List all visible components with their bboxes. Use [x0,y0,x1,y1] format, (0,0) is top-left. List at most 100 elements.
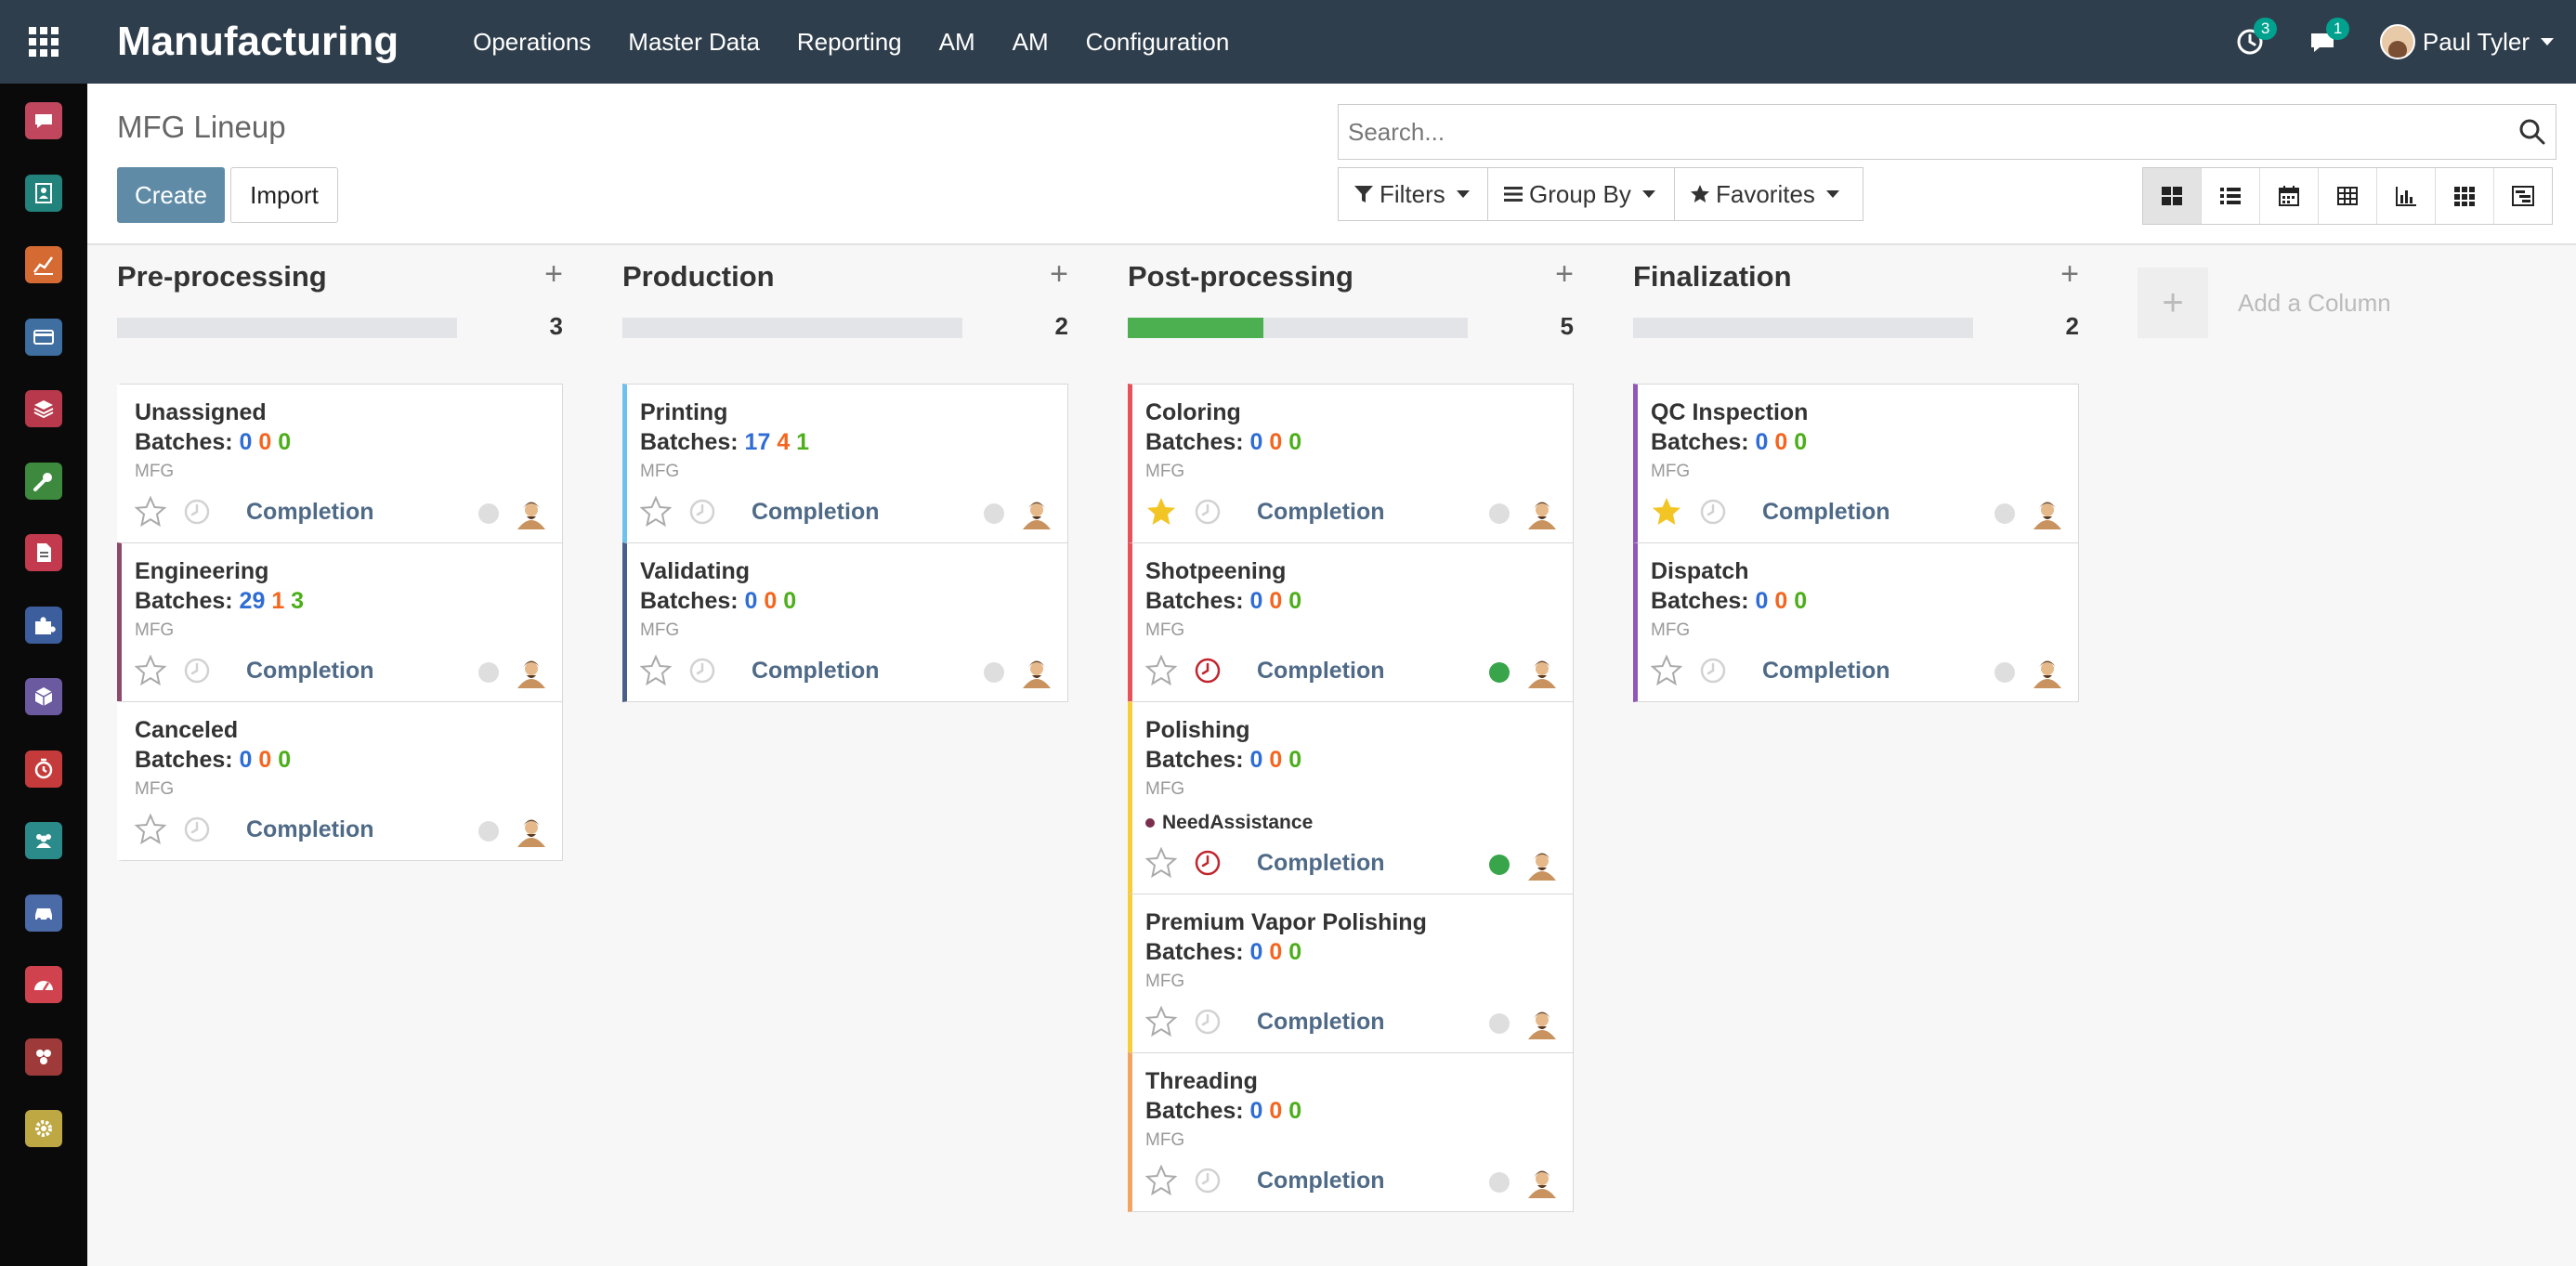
kanban-card[interactable]: QC Inspection Batches: 0 0 0 MFG Completion [1633,384,2079,543]
status-dot[interactable] [478,503,499,524]
column-title[interactable]: Post-processing [1128,260,1353,293]
kanban-card[interactable]: Dispatch Batches: 0 0 0 MFG Completion [1633,542,2079,702]
kanban-card[interactable]: Printing Batches: 17 4 1 MFG Completion [622,384,1068,543]
batches-done[interactable]: 0 [1288,588,1302,614]
star-outline-icon[interactable] [1145,1165,1177,1196]
batches-done[interactable]: 0 [1288,747,1302,773]
batches-ready[interactable]: 0 [1249,429,1263,455]
status-dot[interactable] [1994,662,2015,683]
menu-am-1[interactable]: AM [938,27,975,56]
column-title[interactable]: Pre-processing [117,260,327,293]
batches-waiting[interactable]: 0 [258,429,272,455]
batches-ready[interactable]: 0 [1249,1098,1263,1124]
clock-icon[interactable] [183,816,211,843]
status-dot[interactable] [478,821,499,842]
grid-view-button[interactable] [2436,168,2494,224]
batches-ready[interactable]: 29 [239,588,266,614]
kanban-card[interactable]: Unassigned Batches: 0 0 0 MFG Completion [117,384,563,543]
batches-done[interactable]: 0 [1794,429,1808,455]
status-dot[interactable] [984,662,1004,683]
kanban-card[interactable]: Polishing Batches: 0 0 0 MFG NeedAssistance… [1128,701,1574,894]
batches-ready[interactable]: 0 [1249,747,1263,773]
batches-waiting[interactable]: 4 [777,429,791,455]
column-progress-bar[interactable] [1128,318,1468,338]
batches-waiting[interactable]: 0 [1269,588,1283,614]
completion-link[interactable]: Completion [1257,1168,1385,1194]
status-dot[interactable] [1489,503,1510,524]
clock-icon[interactable] [1194,849,1222,877]
create-button[interactable]: Create [117,167,225,223]
batches-ready[interactable]: 0 [239,747,253,773]
quick-create-icon[interactable]: + [2060,256,2079,292]
completion-link[interactable]: Completion [1762,658,1890,684]
sidebar-app-settings[interactable] [25,1110,62,1147]
star-outline-icon[interactable] [1145,847,1177,879]
pivot-view-button[interactable] [2319,168,2377,224]
star-outline-icon[interactable] [640,655,672,686]
activity-button[interactable]: 3 [2235,18,2278,57]
completion-link[interactable]: Completion [246,499,374,525]
completion-link[interactable]: Completion [1762,499,1890,525]
clock-icon[interactable] [1194,1008,1222,1036]
app-title[interactable]: Manufacturing [117,19,399,64]
completion-link[interactable]: Completion [1257,658,1385,684]
sidebar-app-inventory[interactable] [25,390,62,427]
batches-waiting[interactable]: 0 [1269,1098,1283,1124]
kanban-card[interactable]: Threading Batches: 0 0 0 MFG Completion [1128,1052,1574,1212]
sidebar-app-invoicing[interactable] [25,318,62,356]
completion-link[interactable]: Completion [752,658,880,684]
column-progress-bar[interactable] [117,318,457,338]
sidebar-app-documents[interactable] [25,534,62,571]
messages-button[interactable]: 1 [2308,18,2350,57]
star-outline-icon[interactable] [1145,655,1177,686]
app-switcher-button[interactable] [0,0,87,84]
calendar-view-button[interactable] [2260,168,2319,224]
batches-ready[interactable]: 0 [744,588,758,614]
clock-icon[interactable] [688,498,716,526]
sidebar-app-dashboard[interactable] [25,966,62,1003]
batches-ready[interactable]: 0 [1755,588,1769,614]
list-view-button[interactable] [2202,168,2260,224]
star-outline-icon[interactable] [1651,655,1682,686]
status-dot[interactable] [1994,503,2015,524]
batches-done[interactable]: 0 [1288,429,1302,455]
batches-done[interactable]: 0 [1288,939,1302,965]
quick-create-icon[interactable]: + [1050,256,1068,292]
clock-icon[interactable] [688,657,716,685]
column-progress-bar[interactable] [622,318,962,338]
sidebar-app-crm[interactable] [25,246,62,283]
column-title[interactable]: Production [622,260,775,293]
status-dot[interactable] [984,503,1004,524]
quick-create-icon[interactable]: + [1555,256,1574,292]
kanban-card[interactable]: Coloring Batches: 0 0 0 MFG Completion [1128,384,1574,543]
completion-link[interactable]: Completion [1257,1009,1385,1035]
graph-view-button[interactable] [2377,168,2436,224]
sidebar-app-fleet[interactable] [25,894,62,932]
sidebar-app-products[interactable] [25,678,62,715]
completion-link[interactable]: Completion [1257,499,1385,525]
status-dot[interactable] [1489,855,1510,875]
add-column-button[interactable]: + Add a Column [2138,268,2391,338]
status-dot[interactable] [1489,1013,1510,1034]
clock-icon[interactable] [183,657,211,685]
status-dot[interactable] [478,662,499,683]
kanban-view-button[interactable] [2143,168,2202,224]
batches-done[interactable]: 0 [278,747,292,773]
import-button[interactable]: Import [230,167,338,223]
kanban-card[interactable]: Validating Batches: 0 0 0 MFG Completion [622,542,1068,702]
batches-waiting[interactable]: 0 [764,588,778,614]
completion-link[interactable]: Completion [246,658,374,684]
clock-icon[interactable] [183,498,211,526]
status-dot[interactable] [1489,1172,1510,1193]
column-title[interactable]: Finalization [1633,260,1792,293]
batches-ready[interactable]: 0 [1249,588,1263,614]
completion-link[interactable]: Completion [1257,850,1385,876]
batches-done[interactable]: 0 [1794,588,1808,614]
sidebar-app-timer[interactable] [25,750,62,788]
kanban-card[interactable]: Engineering Batches: 29 1 3 MFG Completion [117,542,563,702]
batches-waiting[interactable]: 1 [271,588,285,614]
sidebar-app-employees[interactable] [25,822,62,859]
sidebar-app-contacts[interactable] [25,174,62,212]
menu-configuration[interactable]: Configuration [1085,27,1230,56]
batches-waiting[interactable]: 0 [1774,429,1788,455]
